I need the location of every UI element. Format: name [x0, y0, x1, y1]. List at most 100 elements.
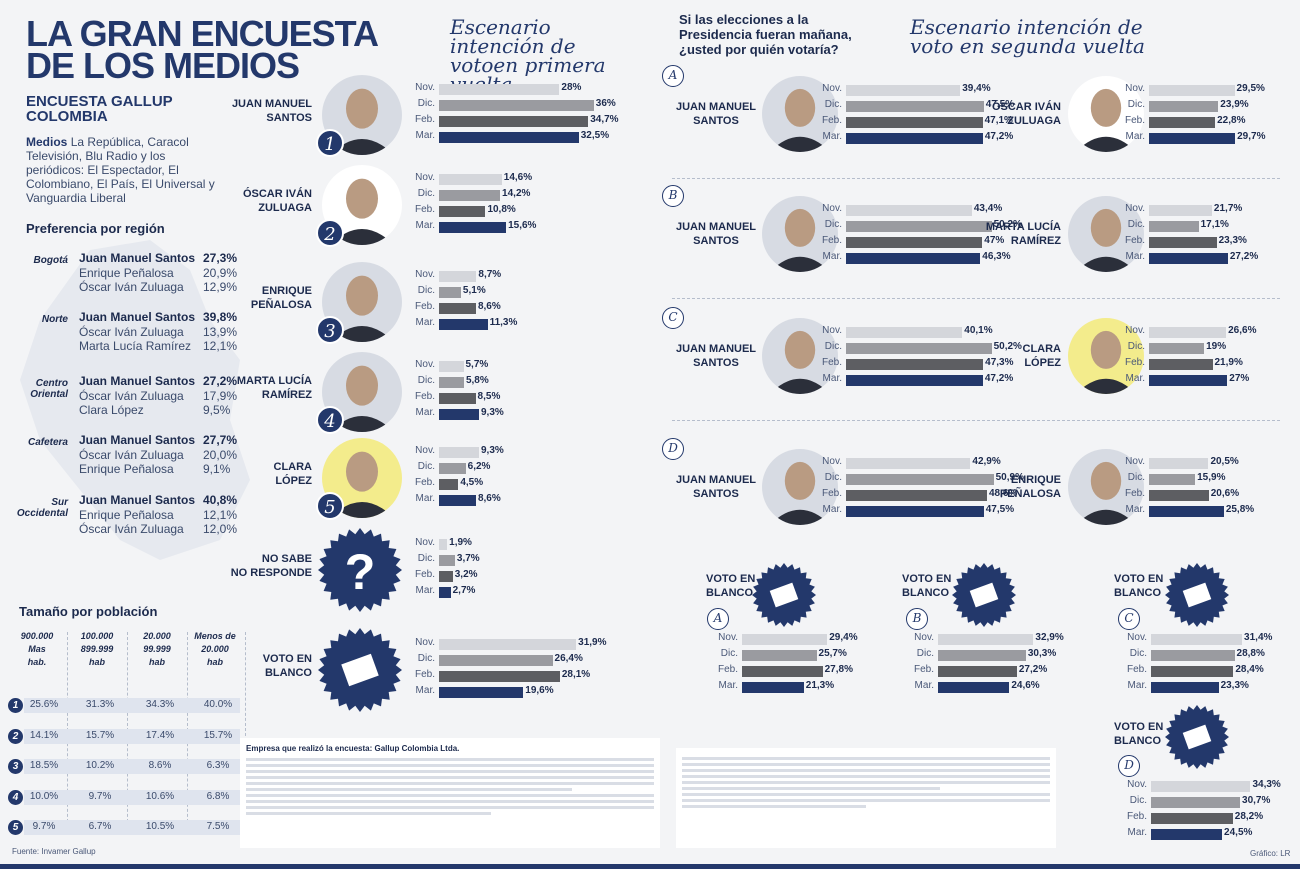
- candidate-number-badge: 4: [316, 406, 344, 434]
- header-line: 20.000: [201, 644, 229, 654]
- month-label: Dic.: [1127, 219, 1145, 230]
- bar: [1149, 237, 1217, 248]
- candidate-percent: 27,2%: [203, 374, 238, 388]
- bar-value-label: 27%: [1229, 373, 1250, 384]
- bar-value-label: 3,2%: [454, 569, 478, 580]
- candidate-percent: 9,5%: [203, 403, 231, 417]
- header-line: Menos de: [194, 631, 236, 641]
- bar: [846, 85, 961, 96]
- month-label: Nov.: [822, 83, 842, 94]
- bar: [938, 650, 1026, 661]
- month-label: Dic.: [1127, 472, 1145, 483]
- bar: [439, 287, 461, 298]
- region-row: Óscar Iván Zuluaga 13,9%: [79, 325, 239, 340]
- bar: [846, 253, 981, 264]
- population-cell: 10.2%: [85, 760, 115, 771]
- month-label: Mar.: [1127, 827, 1147, 838]
- population-row-bg: [24, 820, 240, 835]
- bar-value-label: 34,7%: [590, 114, 619, 125]
- scenario-letter-badge: C: [662, 307, 684, 329]
- bar-value-label: 28,8%: [1236, 648, 1265, 659]
- month-label: Nov.: [415, 637, 435, 648]
- scenario-right-candidate: MARTA LUCÍA RAMÍREZ: [985, 221, 1061, 247]
- scenario-letter-badge: D: [1118, 755, 1140, 777]
- header-line: hab: [206, 657, 223, 667]
- bar: [1149, 85, 1235, 96]
- bar-value-label: 26,6%: [1228, 325, 1257, 336]
- region-row: Enrique Peñalosa 20,9%: [79, 266, 239, 281]
- bar: [1151, 650, 1235, 661]
- month-label: Nov.: [718, 632, 738, 643]
- candidate-photo: [762, 318, 838, 394]
- population-column-header: 100.000 899.999 hab: [72, 630, 122, 669]
- bar: [439, 587, 451, 598]
- scenario-divider: [672, 420, 1280, 421]
- month-label: Feb.: [1126, 664, 1147, 675]
- month-label: Mar.: [718, 680, 738, 691]
- portrait-icon: [1075, 330, 1137, 394]
- month-label: Nov.: [415, 445, 435, 456]
- bar: [1149, 375, 1228, 386]
- bar: [846, 359, 984, 370]
- candidate-percent: 12,0%: [203, 522, 238, 536]
- population-cell: 25.6%: [29, 699, 59, 710]
- population-cell: 9.7%: [88, 790, 112, 802]
- scenario-letter-badge: C: [1118, 608, 1140, 630]
- month-label: Feb.: [1124, 115, 1145, 126]
- month-label: Nov.: [415, 359, 435, 370]
- portrait-icon: [769, 88, 831, 152]
- scenario-letter-badge: A: [707, 608, 729, 630]
- month-label: Feb.: [1124, 357, 1145, 368]
- scenario-divider: [672, 298, 1280, 299]
- candidate-percent: 27,7%: [203, 433, 238, 447]
- bar-value-label: 47,2%: [984, 131, 1014, 142]
- question-seal-icon: ?: [318, 528, 402, 612]
- bar-value-label: 14,2%: [502, 188, 531, 199]
- bar: [1151, 634, 1243, 645]
- blank-ballot-seal-icon: [1165, 705, 1229, 769]
- bar: [439, 671, 560, 682]
- month-label: Feb.: [414, 204, 435, 215]
- bar: [1149, 253, 1228, 264]
- candidate-name: Enrique Peñalosa: [79, 265, 174, 280]
- bar: [1149, 458, 1209, 469]
- candidate-percent: 12,9%: [203, 280, 238, 294]
- bar: [846, 375, 983, 386]
- month-label: Feb.: [913, 664, 934, 675]
- first-round-candidate-name: MARTA LUCÍA RAMÍREZ: [236, 375, 312, 401]
- month-label: Mar.: [822, 131, 842, 142]
- candidate-name: Óscar Iván Zuluaga: [79, 388, 184, 403]
- portrait-icon: [330, 365, 394, 432]
- month-label: Dic.: [1127, 99, 1145, 110]
- candidate-number-badge: 2: [316, 219, 344, 247]
- portrait-icon: [1075, 208, 1137, 272]
- region-row: Óscar Iván Zuluaga 12,9%: [79, 280, 239, 295]
- bar: [439, 539, 448, 550]
- column-rule: [245, 632, 246, 827]
- candidate-percent: 27,3%: [203, 251, 238, 265]
- bar: [846, 506, 984, 517]
- candidate-percent: 9,1%: [203, 462, 231, 476]
- bar: [439, 84, 560, 95]
- graphic-credit: Gráfico: LR: [1250, 849, 1291, 858]
- month-label: Nov.: [1127, 632, 1147, 643]
- bar: [1149, 117, 1216, 128]
- bar: [1151, 813, 1233, 824]
- portrait-icon: [769, 461, 831, 525]
- bar: [1151, 797, 1241, 808]
- month-label: Dic.: [824, 99, 842, 110]
- portrait-icon: [330, 88, 394, 155]
- month-label: Feb.: [1124, 488, 1145, 499]
- bar-value-label: 8,6%: [477, 493, 501, 504]
- month-label: Mar.: [415, 317, 435, 328]
- bar-value-label: 39,4%: [962, 83, 991, 94]
- region-label: Bogotá: [33, 255, 68, 266]
- bar: [1149, 327, 1227, 338]
- month-label: Feb.: [717, 664, 738, 675]
- bar: [938, 634, 1034, 645]
- first-round-candidate-name: ÓSCAR IVÁN ZULUAGA: [242, 188, 312, 214]
- month-label: Mar.: [1127, 680, 1147, 691]
- population-cell: 40.0%: [203, 699, 233, 710]
- candidate-percent: 40,8%: [203, 493, 238, 507]
- population-cell: 10.6%: [145, 790, 175, 802]
